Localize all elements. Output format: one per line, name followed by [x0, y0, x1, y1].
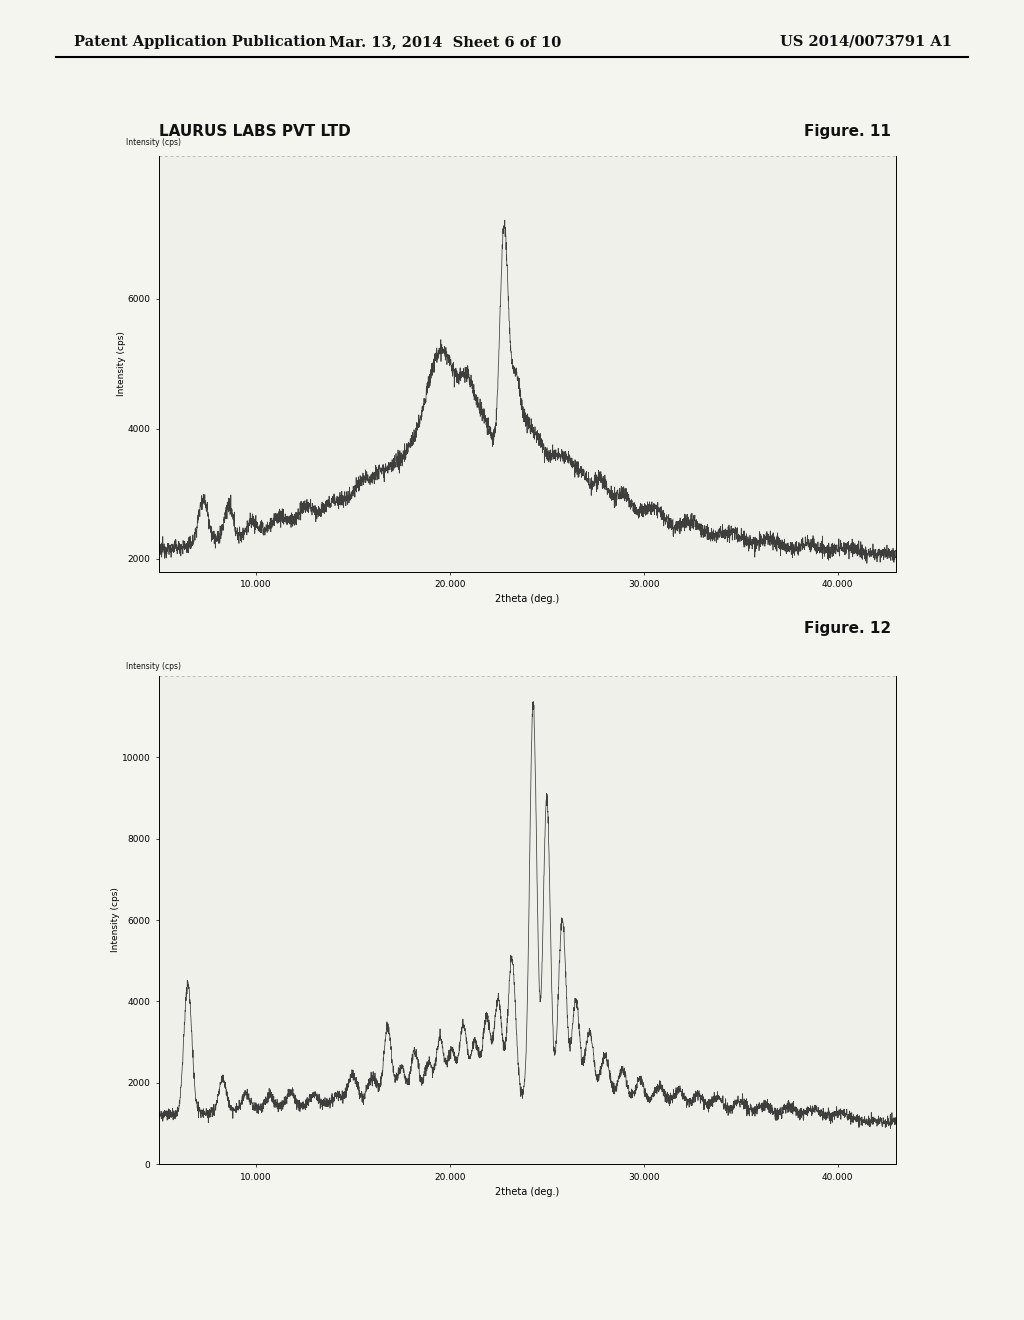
Text: Intensity (cps): Intensity (cps) [126, 661, 180, 671]
Text: Patent Application Publication: Patent Application Publication [74, 34, 326, 49]
Text: Intensity (cps): Intensity (cps) [126, 139, 180, 148]
Text: LAURUS LABS PVT LTD: LAURUS LABS PVT LTD [159, 124, 350, 139]
Text: US 2014/0073791 A1: US 2014/0073791 A1 [780, 34, 952, 49]
X-axis label: 2theta (deg.): 2theta (deg.) [496, 594, 559, 605]
Text: Figure. 11: Figure. 11 [804, 124, 891, 139]
Text: Figure. 12: Figure. 12 [804, 622, 891, 636]
Y-axis label: Intensity (cps): Intensity (cps) [112, 887, 120, 953]
Y-axis label: Intensity (cps): Intensity (cps) [117, 331, 126, 396]
Text: Mar. 13, 2014  Sheet 6 of 10: Mar. 13, 2014 Sheet 6 of 10 [330, 34, 561, 49]
X-axis label: 2theta (deg.): 2theta (deg.) [496, 1187, 559, 1197]
